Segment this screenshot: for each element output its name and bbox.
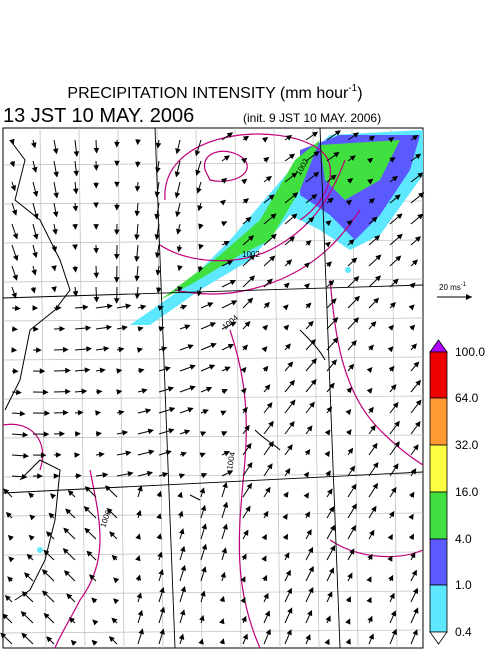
map: 1002 1002 1004 1004 1006: [1, 128, 423, 648]
colorbar-band: [430, 398, 447, 445]
contour-label: 1002: [242, 250, 260, 259]
reference-label: 20 ms-1: [439, 282, 467, 292]
title-text: PRECIPITATION INTENSITY (mm hour: [67, 85, 349, 102]
colorbar-band: [430, 445, 447, 492]
colorbar-labels: 100.0 64.0 32.0 16.0 4.0 1.0 0.4: [455, 345, 485, 639]
colorbar-label: 16.0: [455, 485, 479, 499]
colorbar-band: [430, 352, 447, 398]
colorbar-label: 4.0: [455, 532, 472, 546]
ref-text: 20 ms: [439, 283, 461, 292]
reference-arrowhead: [466, 294, 472, 300]
colorbar-bottom: [430, 632, 447, 644]
title-suffix: ): [357, 85, 362, 102]
init-time: (init. 9 JST 10 MAY. 2006): [243, 111, 381, 125]
reference-vector: 20 ms-1: [437, 282, 472, 300]
colorbar-band: [430, 539, 447, 585]
time: 13 JST 10 MAY. 2006: [3, 105, 194, 127]
ref-sup: -1: [461, 282, 467, 288]
title: PRECIPITATION INTENSITY (mm hour-1): [67, 83, 362, 102]
colorbar: [430, 340, 447, 644]
colorbar-label: 32.0: [455, 438, 479, 452]
colorbar-label: 100.0: [455, 345, 485, 359]
colorbar-band: [430, 492, 447, 539]
colorbar-label: 1.0: [455, 578, 472, 592]
colorbar-band: [430, 585, 447, 632]
colorbar-top: [430, 340, 447, 352]
colorbar-label: 64.0: [455, 391, 479, 405]
colorbar-label: 0.4: [455, 625, 472, 639]
